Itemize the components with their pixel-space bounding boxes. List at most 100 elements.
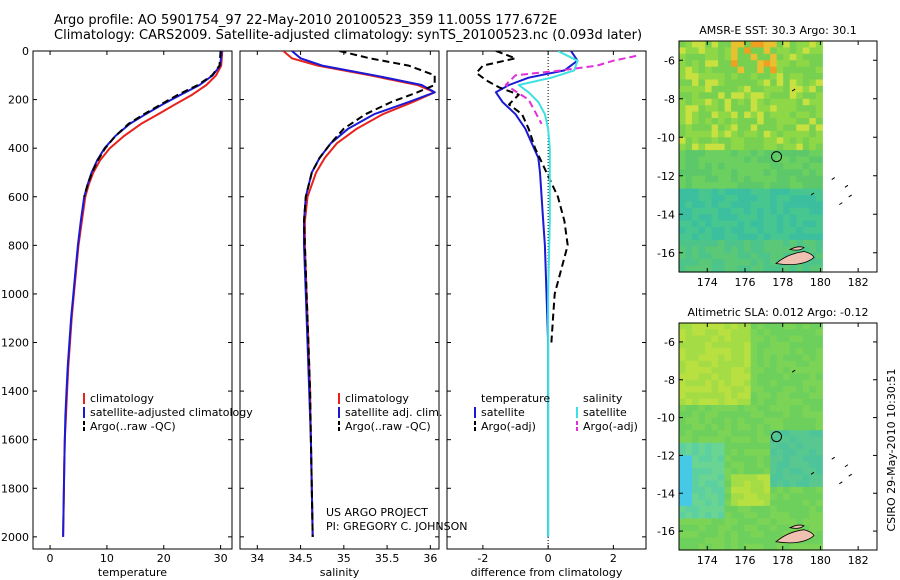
map-cell (796, 449, 804, 456)
map-cell (796, 150, 804, 158)
map-cell (724, 423, 732, 431)
map-cell (815, 239, 823, 247)
map-cell (809, 373, 817, 381)
map-cell (685, 220, 693, 228)
map-cell (763, 85, 771, 93)
map-cell (796, 386, 804, 393)
map-cell (757, 66, 765, 74)
map-cell (711, 239, 719, 247)
map-cell (783, 201, 791, 209)
map-cell (711, 405, 719, 412)
map-cell (731, 124, 739, 132)
map-cell (724, 227, 732, 235)
map-cell (744, 436, 752, 444)
map-cell (744, 323, 752, 330)
map-cell (724, 143, 732, 151)
map-cell (685, 373, 693, 381)
map-cell (809, 124, 817, 132)
map-cell (783, 436, 791, 444)
map-cell (744, 468, 752, 475)
map-cell (737, 449, 745, 456)
map-cell (815, 188, 823, 196)
map-cell (815, 182, 823, 190)
map-cell (685, 47, 693, 55)
map-cell (744, 41, 752, 48)
map-cell (731, 252, 739, 260)
map-cell (744, 367, 752, 374)
map-cell (757, 360, 765, 368)
map-cell (750, 518, 758, 526)
map-cell (724, 442, 732, 450)
map-cell (776, 323, 784, 330)
map-cell (809, 449, 817, 456)
map-cell (802, 105, 810, 113)
map-cell (744, 398, 752, 406)
map-cell (750, 265, 758, 273)
map-cell (692, 411, 700, 419)
map-cell (796, 162, 804, 170)
map-cell (679, 53, 687, 61)
map-cell (685, 531, 693, 538)
map-cell (705, 227, 713, 235)
map-cell (796, 143, 804, 151)
y-tick-label: 600 (8, 191, 29, 204)
map-cell (776, 214, 784, 222)
map-cell (750, 252, 758, 260)
map-cell (763, 411, 771, 419)
map-cell (724, 499, 732, 507)
map-cell (737, 233, 745, 241)
map-cell (809, 455, 817, 463)
map-cell (718, 265, 726, 273)
map-cell (763, 265, 771, 273)
map-cell (737, 98, 745, 106)
map-cell (776, 480, 784, 488)
map-cell (809, 417, 817, 425)
map-cell (705, 341, 713, 349)
map-cell (809, 474, 817, 482)
map-cell (744, 486, 752, 494)
map-cell (809, 392, 817, 400)
map-cell (685, 41, 693, 48)
map-cell (750, 524, 758, 532)
map-cell (731, 239, 739, 247)
map-cell (815, 417, 823, 425)
map-cell (750, 220, 758, 228)
map-cell (731, 143, 739, 151)
map-cell (737, 130, 745, 138)
map-cell (796, 214, 804, 222)
x-tick-label: 10 (100, 552, 114, 565)
map-cell (744, 111, 752, 119)
map-cell (685, 323, 693, 330)
map-cell (750, 449, 758, 456)
map-cell (705, 188, 713, 196)
map-cell (770, 188, 778, 196)
map-cell (679, 531, 687, 538)
map-cell (789, 53, 797, 61)
map-cell (763, 323, 771, 330)
map-cell (724, 524, 732, 532)
map-cell (783, 111, 791, 119)
map-cell (711, 423, 719, 431)
map-cell (802, 341, 810, 349)
map-cell (711, 53, 719, 61)
map-cell (685, 348, 693, 356)
island-shape (775, 251, 815, 266)
map-cell (711, 392, 719, 400)
map-cell (698, 162, 706, 170)
map-cell (763, 137, 771, 145)
map-cell (705, 512, 713, 520)
map-cell (783, 227, 791, 235)
map-cell (724, 461, 732, 469)
map-cell (815, 329, 823, 337)
map-cell (789, 79, 797, 87)
map-cell (718, 417, 726, 425)
map-cell (750, 417, 758, 425)
map-cell (698, 118, 706, 125)
map-cell (718, 66, 726, 74)
map-cell (718, 379, 726, 387)
map-cell (731, 468, 739, 475)
map-cell (705, 335, 713, 343)
map-cell (776, 360, 784, 368)
